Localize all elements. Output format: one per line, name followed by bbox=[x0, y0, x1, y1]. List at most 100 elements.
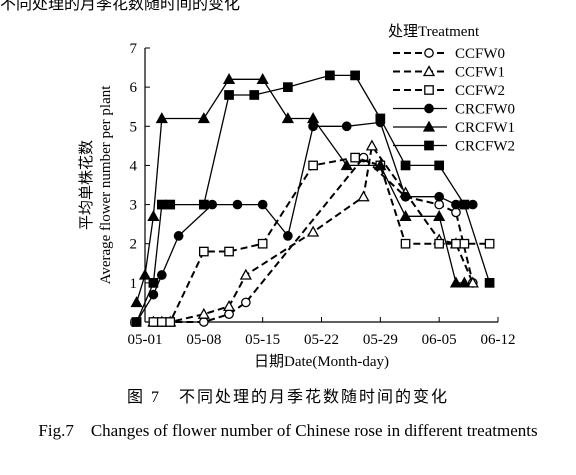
data-point-ccfw2 bbox=[198, 246, 209, 257]
data-point-ccfw0 bbox=[434, 199, 445, 210]
y-tick-label: 2 bbox=[130, 237, 138, 253]
data-point-crcfw0 bbox=[467, 199, 478, 210]
legend-label: CCFW1 bbox=[455, 65, 505, 81]
legend-item-ccfw1: CCFW1 bbox=[393, 65, 505, 81]
flower-number-line-chart: 0123456705-0105-0805-1505-2205-2906-0506… bbox=[78, 23, 516, 370]
legend-swatch-marker bbox=[422, 120, 436, 132]
series-line-crcfw0 bbox=[136, 121, 473, 323]
data-point-crcfw2 bbox=[148, 278, 159, 288]
data-point-crcfw0 bbox=[283, 231, 293, 241]
legend-label: CCFW0 bbox=[455, 46, 505, 62]
x-tick-label: 05-01 bbox=[128, 332, 163, 348]
x-tick-label: 06-12 bbox=[481, 332, 516, 348]
data-point-crcfw1 bbox=[256, 72, 269, 84]
y-tick-label: 1 bbox=[130, 276, 138, 292]
series-crcfw2 bbox=[131, 70, 495, 327]
legend-label: CRCFW0 bbox=[455, 102, 515, 118]
data-point-crcfw1 bbox=[433, 209, 446, 221]
data-point-crcfw1 bbox=[374, 159, 387, 171]
data-point-crcfw2 bbox=[131, 317, 142, 327]
legend-item-ccfw2: CCFW2 bbox=[393, 83, 505, 99]
data-point-ccfw0 bbox=[451, 207, 461, 218]
legend-label: CCFW2 bbox=[455, 83, 505, 99]
data-point-crcfw1 bbox=[197, 112, 210, 124]
data-point-ccfw2 bbox=[459, 238, 470, 249]
data-point-crcfw2 bbox=[283, 82, 293, 92]
data-point-crcfw2 bbox=[484, 278, 495, 288]
y-axis-label-cn: 平均单株花数 bbox=[78, 140, 95, 230]
data-point-crcfw1 bbox=[222, 72, 236, 84]
x-axis-label: 日期Date(Month-day) bbox=[254, 353, 389, 370]
data-point-ccfw2 bbox=[451, 238, 461, 249]
data-point-ccfw2 bbox=[308, 160, 318, 171]
legend-swatch-marker bbox=[424, 103, 434, 114]
data-point-ccfw2 bbox=[350, 152, 360, 163]
data-point-crcfw0 bbox=[451, 199, 461, 210]
data-point-ccfw2 bbox=[484, 238, 495, 249]
data-point-ccfw1 bbox=[197, 307, 210, 319]
data-point-ccfw2 bbox=[148, 317, 159, 327]
data-point-crcfw2 bbox=[224, 90, 234, 100]
figure-caption-en: Fig.7 Changes of flower number of Chines… bbox=[38, 421, 538, 440]
data-point-crcfw0 bbox=[232, 199, 243, 210]
x-tick-label: 05-22 bbox=[304, 332, 339, 348]
series-ccfw0 bbox=[148, 152, 478, 327]
chart-axes: 0123456705-0105-0805-1505-2205-2906-0506… bbox=[128, 41, 516, 348]
x-tick-label: 05-15 bbox=[245, 332, 280, 348]
data-point-crcfw1 bbox=[340, 159, 353, 171]
y-tick-label: 5 bbox=[130, 119, 138, 135]
y-tick-label: 7 bbox=[130, 41, 138, 57]
data-point-crcfw0 bbox=[400, 191, 411, 202]
data-point-crcfw2 bbox=[198, 199, 209, 210]
legend-swatch-marker bbox=[424, 140, 434, 151]
data-point-ccfw2 bbox=[400, 238, 411, 249]
top-cut-text: 不同处理的月季花数随时间的变化 bbox=[0, 0, 241, 13]
data-point-crcfw2 bbox=[459, 199, 470, 210]
y-axis-label-en: Average flower number per plant bbox=[98, 85, 114, 285]
data-point-crcfw0 bbox=[434, 191, 445, 202]
x-tick-label: 05-29 bbox=[363, 332, 398, 348]
series-line-ccfw0 bbox=[153, 156, 474, 323]
legend-item-ccfw0: CCFW0 bbox=[393, 46, 505, 62]
legend-label: CRCFW1 bbox=[455, 120, 515, 136]
data-point-ccfw1 bbox=[466, 276, 479, 288]
series-line-crcfw1 bbox=[135, 78, 465, 303]
legend-title: 处理Treatment bbox=[388, 23, 480, 40]
data-point-ccfw0 bbox=[241, 297, 251, 308]
data-point-crcfw0 bbox=[173, 231, 184, 241]
data-point-crcfw0 bbox=[207, 199, 218, 210]
figure-caption-cn: 图 7 不同处理的月季花数随时间的变化 bbox=[126, 389, 449, 406]
data-point-ccfw0 bbox=[224, 309, 234, 320]
legend-swatch-marker bbox=[424, 85, 434, 95]
series-layer bbox=[130, 70, 495, 327]
x-tick-label: 06-05 bbox=[422, 332, 457, 348]
data-point-ccfw2 bbox=[156, 317, 167, 327]
data-point-crcfw1 bbox=[138, 268, 152, 280]
data-point-crcfw0 bbox=[148, 289, 159, 300]
data-point-ccfw2 bbox=[224, 246, 234, 257]
data-point-crcfw0 bbox=[156, 270, 167, 280]
data-point-ccfw2 bbox=[257, 238, 268, 249]
data-point-ccfw1 bbox=[365, 139, 379, 151]
data-point-crcfw2 bbox=[165, 199, 176, 210]
y-tick-label: 3 bbox=[130, 198, 138, 214]
data-point-crcfw1 bbox=[130, 296, 143, 308]
data-point-ccfw1 bbox=[357, 190, 370, 202]
data-point-crcfw1 bbox=[449, 276, 463, 288]
legend-label: CRCFW2 bbox=[455, 139, 515, 155]
data-point-crcfw1 bbox=[458, 276, 471, 288]
series-crcfw1 bbox=[130, 72, 471, 308]
data-point-ccfw1 bbox=[222, 300, 236, 311]
legend-item-crcfw2: CRCFW2 bbox=[393, 139, 515, 155]
data-point-ccfw1 bbox=[239, 268, 252, 280]
data-point-ccfw2 bbox=[434, 238, 445, 249]
legend-item-crcfw0: CRCFW0 bbox=[393, 102, 515, 118]
data-point-crcfw2 bbox=[375, 113, 386, 124]
data-point-crcfw2 bbox=[325, 70, 335, 81]
data-point-crcfw2 bbox=[434, 160, 445, 171]
data-point-crcfw1 bbox=[147, 209, 160, 221]
data-point-ccfw0 bbox=[198, 317, 209, 327]
data-point-crcfw1 bbox=[399, 209, 412, 221]
data-point-crcfw0 bbox=[257, 199, 268, 210]
legend-item-crcfw1: CRCFW1 bbox=[393, 120, 515, 136]
